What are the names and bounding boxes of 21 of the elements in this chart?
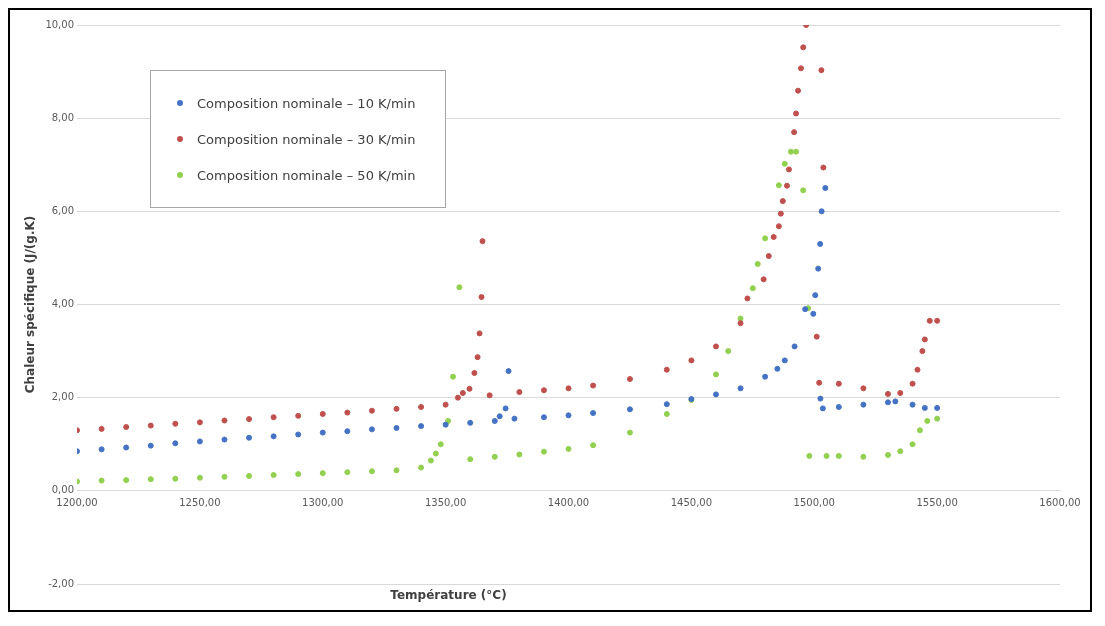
y-axis-title: Chaleur spécifique (J/(g.K) [23, 215, 38, 394]
legend-label: Composition nominale – 30 K/min [197, 131, 416, 147]
x-tick-label: 1200,00 [56, 497, 98, 509]
x-tick-label: 1300,00 [302, 497, 344, 509]
x-axis-title: Température (°C) [390, 588, 507, 603]
x-tick-label: 1250,00 [179, 497, 221, 509]
x-tick-label: 1500,00 [793, 497, 835, 509]
x-tick-label: 1450,00 [670, 497, 713, 509]
x-tick-label: 1350,00 [424, 497, 467, 509]
y-tick-label: 10,00 [45, 18, 75, 30]
x-tick-label: 1600,00 [1039, 497, 1081, 509]
x-tick-label: 1550,00 [916, 497, 958, 509]
legend-label: Composition nominale – 10 K/min [197, 95, 416, 111]
y-tick-label: 6,00 [51, 204, 75, 216]
y-tick-label: 0,00 [51, 484, 75, 496]
y-tick-label: 8,00 [51, 111, 75, 123]
y-tick-label: 4,00 [51, 298, 75, 310]
x-tick-label: 1400,00 [547, 497, 590, 509]
y-tick-label: -2,00 [48, 577, 75, 589]
y-tick-label: 2,00 [51, 391, 75, 403]
legend-label: Composition nominale – 50 K/min [197, 167, 416, 183]
